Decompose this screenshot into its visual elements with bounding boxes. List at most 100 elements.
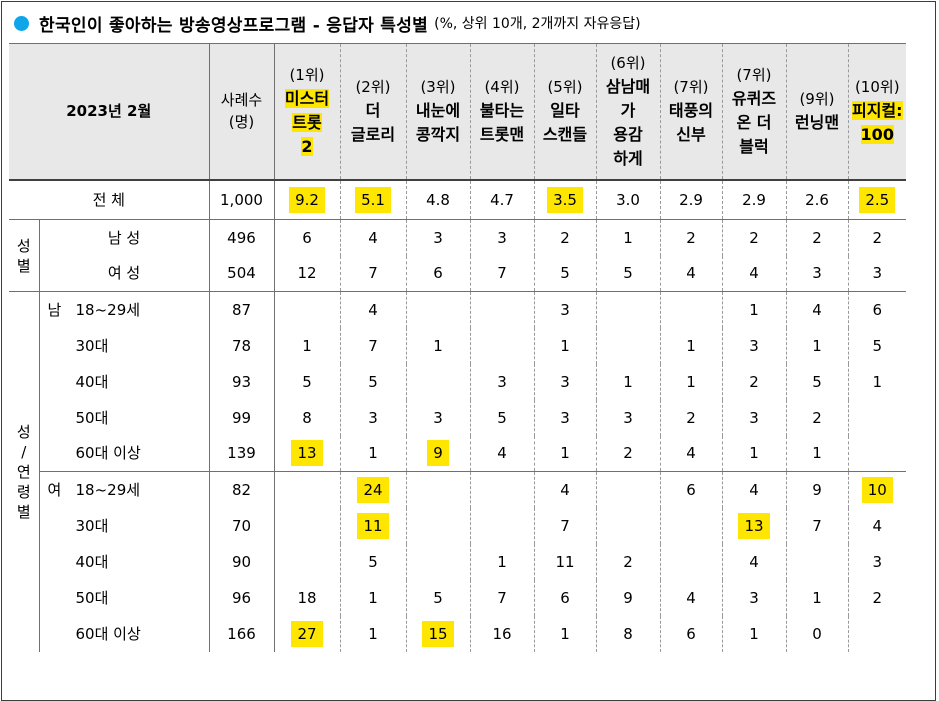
value: 3 [812, 264, 822, 283]
value-cell [595, 471, 660, 508]
row-sample: 90 [208, 543, 274, 580]
value-cell: 4.8 [405, 178, 470, 220]
value-cell: 27 [273, 615, 340, 652]
program-header: (1위) 미스터 트롯 2 [284, 63, 330, 159]
value-cell: 18 [273, 579, 340, 616]
page-title: 한국인이 좋아하는 방송영상프로그램 - 응답자 특성별 [39, 15, 429, 36]
value: 4 [560, 480, 570, 499]
value: 18 [297, 588, 317, 607]
row-label: 40대 [38, 363, 209, 400]
value-cell: 4 [469, 435, 534, 472]
program-rank: (4위) [484, 78, 520, 97]
value: 5 [872, 336, 883, 355]
value-cell [785, 543, 848, 580]
value-cell: 3 [405, 399, 470, 436]
row-label: 30대 [38, 327, 209, 364]
value-cell [469, 507, 534, 544]
value-cell: 9 [595, 579, 660, 616]
age-label: 18~29세 [75, 480, 141, 499]
value-cell: 9 [405, 435, 470, 472]
value-cell: 2 [721, 219, 786, 256]
row-label: 50대 [38, 399, 209, 436]
value: 2 [686, 408, 696, 427]
value: 5 [812, 372, 822, 391]
program-name: 불타는 트롯맨 [479, 101, 525, 145]
value: 1 [433, 336, 443, 355]
value: 9.2 [289, 186, 325, 213]
value: 4 [686, 588, 696, 607]
value-cell: 1 [595, 363, 660, 400]
total-row: 전 체 1,000 9.2 5.1 4.8 4.7 3.5 3.0 2.9 2.9 2.6 2.5 [9, 178, 906, 220]
row-sample: 93 [208, 363, 274, 400]
value: 9 [427, 440, 449, 467]
value: 5 [623, 264, 633, 283]
value: 2 [623, 444, 633, 463]
age-label: 40대 [75, 372, 109, 391]
program-header: (9위) 런닝맨 [795, 87, 839, 135]
row-sample: 99 [208, 399, 274, 436]
value: 15 [422, 620, 454, 647]
value: 9 [623, 588, 633, 607]
value-cell [273, 291, 340, 328]
value: 1 [560, 624, 570, 643]
value-cell [595, 291, 660, 328]
value-cell: 11 [339, 507, 406, 544]
header-program: (1위) 미스터 트롯 2 [273, 43, 340, 180]
value-cell: 5 [339, 543, 406, 580]
value-cell [273, 543, 340, 580]
value-cell: 3 [721, 399, 786, 436]
value: 4 [497, 444, 507, 463]
value-cell: 3 [595, 399, 660, 436]
value-cell: 12 [273, 255, 340, 292]
value-cell: 4 [721, 471, 786, 508]
value-cell: 5 [273, 363, 340, 400]
value: 4.8 [426, 190, 450, 209]
program-rank: (7위) [736, 66, 772, 85]
value: 6 [872, 300, 883, 319]
value: 9 [812, 480, 822, 499]
value-cell: 1 [533, 615, 596, 652]
row-sample: 70 [208, 507, 274, 544]
value: 1 [812, 444, 822, 463]
value-cell: 5.1 [339, 178, 406, 220]
value-cell: 2 [847, 219, 906, 256]
value-cell: 1 [721, 615, 786, 652]
value-cell: 2 [533, 219, 596, 256]
value: 6 [433, 264, 443, 283]
value-cell: 2.6 [785, 178, 848, 220]
value-cell: 3 [533, 363, 596, 400]
age-label: 60대 이상 [75, 624, 141, 643]
value: 0 [812, 624, 822, 643]
program-rank: (6위) [610, 54, 646, 73]
value-cell: 8 [595, 615, 660, 652]
value: 11 [357, 512, 389, 539]
value: 3 [560, 300, 570, 319]
value: 10 [861, 476, 893, 503]
row-label: 여 18~29세 [38, 471, 209, 508]
value-cell: 13 [273, 435, 340, 472]
program-header: (4위) 불타는 트롯맨 [480, 75, 524, 147]
value-cell: 2 [595, 543, 660, 580]
age-row: 60대 이상 166 27 1 15 16 1 8 6 1 0 [9, 615, 906, 652]
value-cell: 1 [847, 363, 906, 400]
header-row: 2023년 2월 사례수 (명) (1위) 미스터 트롯 2 (2위) 더 글로리 (3위) 내눈에 콩… [9, 43, 906, 180]
value: 1 [749, 444, 759, 463]
value: 1 [872, 372, 883, 391]
program-header: (10위) 피지컬: 100 [851, 75, 903, 147]
age-row: 50대 99 8 3 3 5 3 3 2 3 2 [9, 399, 906, 436]
program-rank: (3위) [420, 78, 456, 97]
value: 3 [749, 588, 759, 607]
value-cell [659, 291, 722, 328]
age-row: 40대 90 5 1 11 2 4 3 [9, 543, 906, 580]
header-program: (2위) 더 글로리 [339, 43, 406, 180]
value: 1 [749, 624, 759, 643]
value-cell: 4 [339, 219, 406, 256]
value: 8 [302, 408, 312, 427]
value-cell: 2 [785, 219, 848, 256]
header-sample-size: 사례수 (명) [208, 43, 274, 180]
value-cell: 24 [339, 471, 406, 508]
value: 1 [812, 588, 822, 607]
row-label: 60대 이상 [38, 615, 209, 652]
sex-label: 남 [47, 300, 62, 319]
